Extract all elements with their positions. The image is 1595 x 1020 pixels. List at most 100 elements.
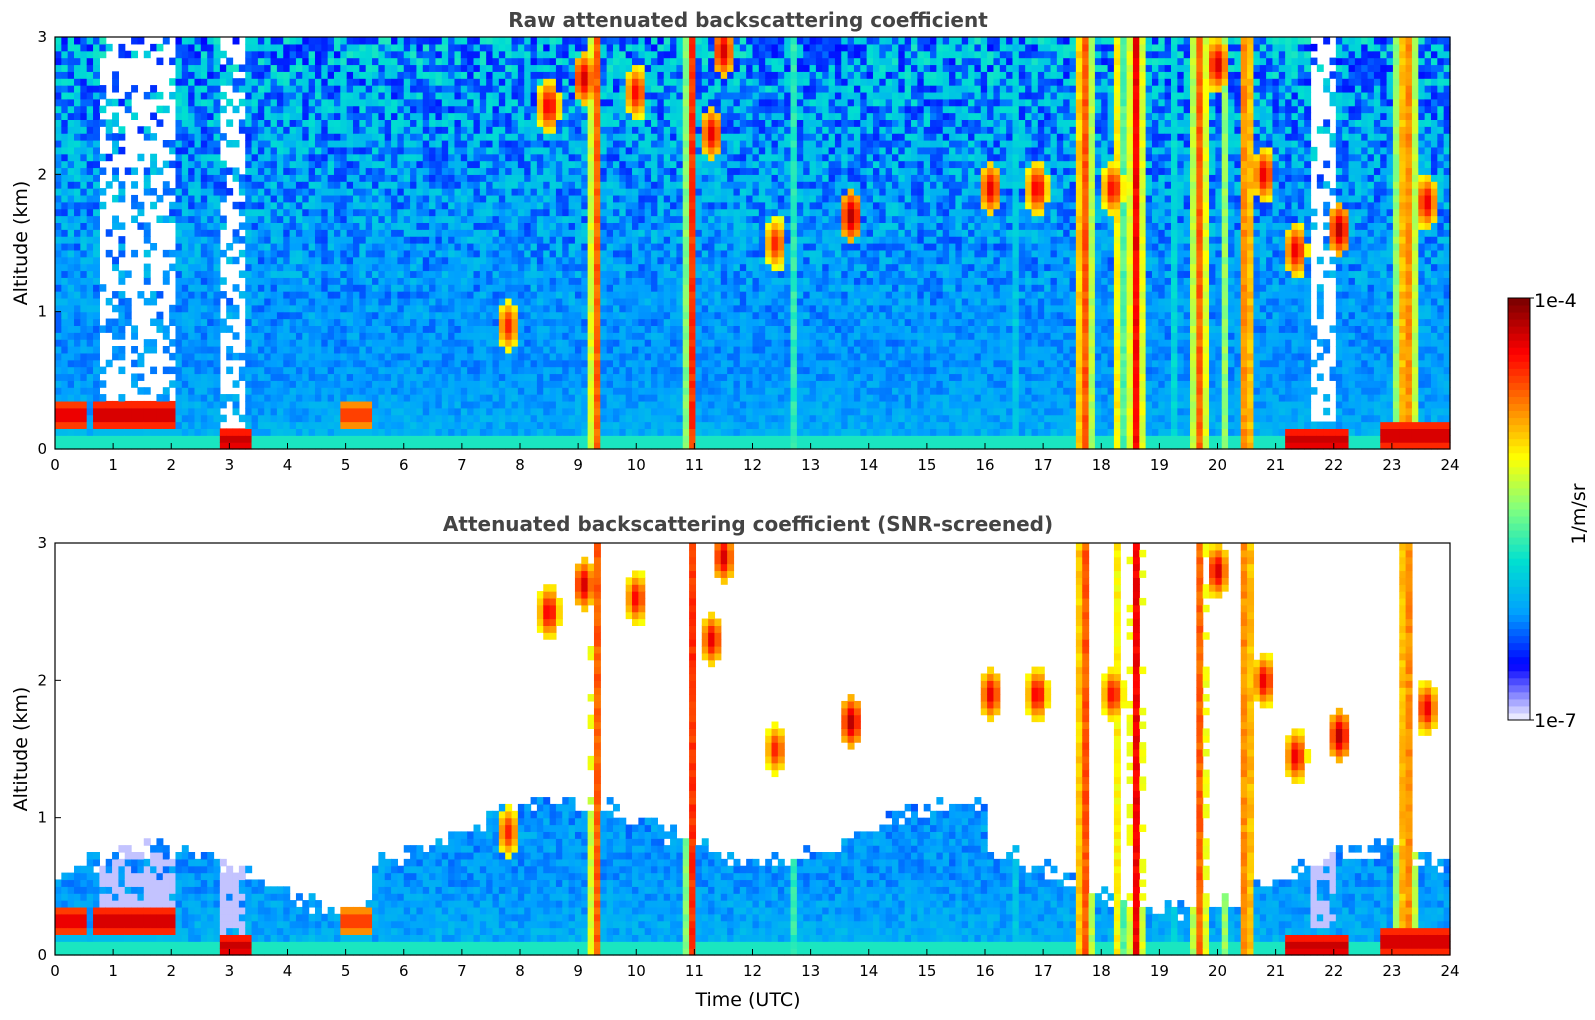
heatmap-cell	[219, 277, 227, 285]
heatmap-cell	[162, 414, 170, 423]
heatmap-cell	[498, 421, 506, 429]
heatmap-cell	[416, 126, 424, 134]
heatmap-cell	[194, 126, 202, 134]
heatmap-cell	[492, 442, 500, 450]
heatmap-cell	[536, 78, 544, 86]
heatmap-cell	[511, 359, 519, 368]
heatmap-cell	[486, 387, 494, 395]
heatmap-cell	[295, 71, 303, 79]
heatmap-cell	[181, 146, 189, 155]
heatmap-cell	[587, 243, 595, 251]
heatmap-cell	[460, 325, 468, 333]
heatmap-cell	[549, 394, 557, 402]
heatmap-cell	[67, 208, 75, 217]
heatmap-cell	[492, 71, 500, 79]
heatmap-cell	[340, 71, 348, 79]
heatmap-cell	[632, 249, 639, 258]
heatmap-cell	[156, 91, 164, 100]
heatmap-cell	[505, 146, 513, 155]
heatmap-cell	[625, 387, 633, 395]
heatmap-cell	[346, 277, 354, 285]
heatmap-cell	[359, 78, 367, 86]
heatmap-cell	[283, 270, 291, 278]
heatmap-cell	[613, 85, 620, 93]
heatmap-cell	[365, 222, 373, 230]
heatmap-cell	[61, 325, 69, 333]
heatmap-cell	[181, 359, 189, 368]
heatmap-cell	[124, 297, 132, 306]
heatmap-cell	[302, 119, 310, 127]
heatmap-cell	[429, 105, 437, 114]
heatmap-cell	[555, 325, 563, 333]
heatmap-cell	[283, 373, 291, 381]
heatmap-cell	[543, 325, 551, 333]
heatmap-cell	[86, 256, 94, 265]
heatmap-cell	[321, 284, 329, 292]
heatmap-cell	[80, 153, 88, 162]
heatmap-cell	[321, 71, 329, 79]
heatmap-cell	[188, 332, 196, 340]
heatmap-cell	[359, 222, 367, 230]
heatmap-cell	[638, 304, 646, 313]
heatmap-cell	[517, 339, 525, 347]
heatmap-cell	[486, 50, 494, 59]
heatmap-cell	[86, 153, 94, 162]
heatmap-cell	[61, 160, 69, 169]
heatmap-cell	[181, 400, 189, 409]
heatmap-cell	[365, 256, 373, 265]
heatmap-cell	[403, 263, 411, 272]
heatmap-cell	[124, 421, 132, 429]
heatmap-cell	[372, 284, 379, 292]
heatmap-cell	[169, 140, 177, 148]
heatmap-cell	[625, 146, 633, 155]
heatmap-cell	[593, 373, 601, 381]
heatmap-cell	[226, 435, 234, 443]
heatmap-cell	[270, 435, 278, 443]
heatmap-cell	[162, 181, 170, 189]
heatmap-cell	[632, 359, 639, 368]
heatmap-cell	[289, 325, 297, 333]
heatmap-cell	[74, 346, 81, 354]
heatmap-cell	[403, 229, 411, 237]
heatmap-cell	[498, 256, 506, 265]
heatmap-cell	[86, 85, 94, 93]
heatmap-cell	[188, 201, 196, 210]
heatmap-cell	[308, 98, 316, 107]
heatmap-cell	[479, 201, 487, 210]
heatmap-cell	[80, 222, 88, 230]
heatmap-cell	[422, 243, 430, 251]
heatmap-cell	[61, 311, 69, 320]
heatmap-cell	[295, 332, 303, 340]
heatmap-cell	[131, 407, 139, 416]
heatmap-cell	[638, 277, 646, 285]
heatmap-cell	[314, 359, 322, 368]
heatmap-cell	[321, 387, 329, 395]
heatmap-cell	[562, 407, 570, 416]
heatmap-cell	[74, 236, 81, 244]
heatmap-cell	[410, 57, 418, 66]
heatmap-cell	[638, 194, 646, 203]
heatmap-cell	[156, 311, 164, 320]
heatmap-cell	[498, 37, 506, 45]
heatmap-cell	[213, 91, 221, 100]
heatmap-cell	[93, 291, 100, 299]
heatmap-cell	[181, 380, 189, 388]
heatmap-cell	[606, 421, 614, 429]
heatmap-cell	[276, 105, 284, 114]
heatmap-cell	[625, 43, 633, 52]
heatmap-cell	[314, 188, 322, 196]
heatmap-cell	[498, 243, 506, 251]
heatmap-cell	[384, 394, 392, 402]
heatmap-cell	[460, 85, 468, 93]
heatmap-cell	[175, 380, 183, 388]
heatmap-cell	[587, 318, 595, 326]
heatmap-cell	[600, 153, 608, 162]
heatmap-cell	[574, 140, 582, 148]
heatmap-cell	[55, 160, 62, 169]
heatmap-cell	[587, 140, 595, 148]
heatmap-cell	[295, 421, 303, 429]
heatmap-cell	[606, 57, 614, 66]
heatmap-cell	[536, 98, 544, 107]
heatmap-cell	[213, 112, 221, 120]
heatmap-cell	[74, 339, 81, 347]
